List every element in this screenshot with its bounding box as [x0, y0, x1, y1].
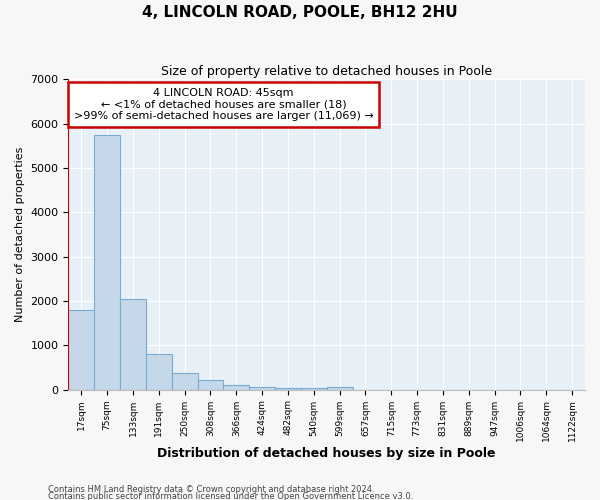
Text: Contains HM Land Registry data © Crown copyright and database right 2024.: Contains HM Land Registry data © Crown c… [48, 486, 374, 494]
Bar [327, 388, 353, 390]
Bar [249, 388, 275, 390]
Text: Contains public sector information licensed under the Open Government Licence v3: Contains public sector information licen… [48, 492, 413, 500]
X-axis label: Distribution of detached houses by size in Poole: Distribution of detached houses by size … [157, 447, 496, 460]
Bar [275, 388, 301, 390]
Bar [94, 134, 120, 390]
Text: 4 LINCOLN ROAD: 45sqm
← <1% of detached houses are smaller (18)
>99% of semi-det: 4 LINCOLN ROAD: 45sqm ← <1% of detached … [74, 88, 373, 121]
Bar [197, 380, 223, 390]
Y-axis label: Number of detached properties: Number of detached properties [15, 146, 25, 322]
Bar [120, 298, 146, 390]
Bar [68, 310, 94, 390]
Bar [223, 385, 249, 390]
Title: Size of property relative to detached houses in Poole: Size of property relative to detached ho… [161, 65, 492, 78]
Text: 4, LINCOLN ROAD, POOLE, BH12 2HU: 4, LINCOLN ROAD, POOLE, BH12 2HU [142, 5, 458, 20]
Bar [301, 388, 327, 390]
Bar [172, 373, 197, 390]
Bar [146, 354, 172, 390]
